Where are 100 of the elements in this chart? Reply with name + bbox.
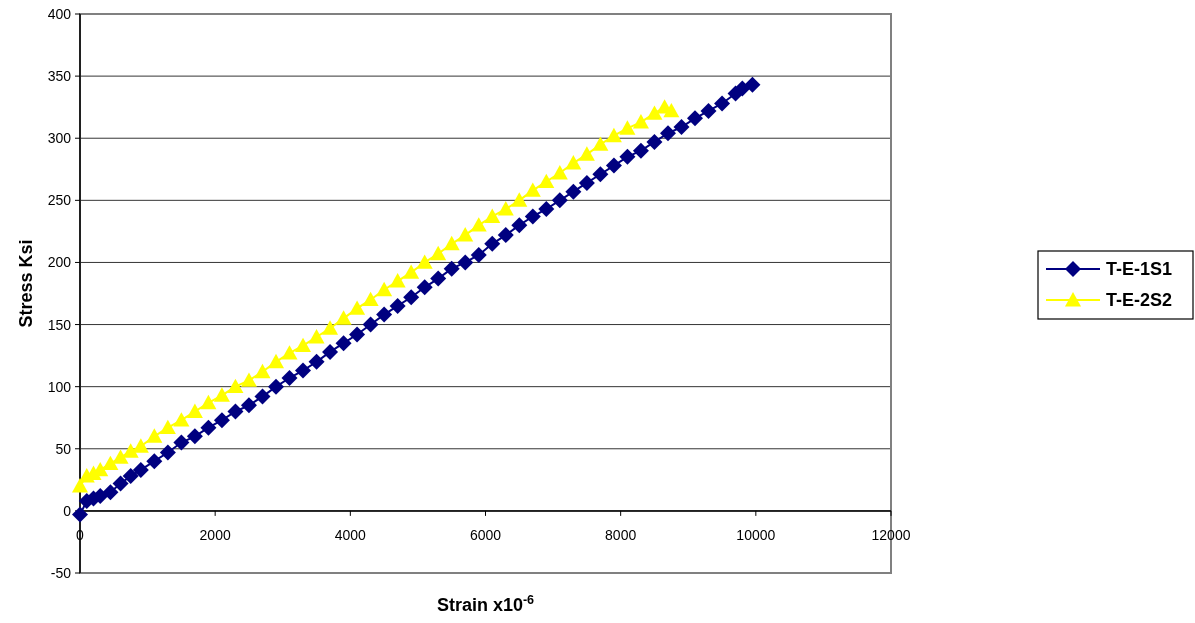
point (605, 127, 622, 143)
point (403, 289, 420, 306)
point (376, 281, 393, 297)
y-tick-label: 300 (47, 130, 72, 147)
point (511, 217, 528, 234)
point (281, 345, 298, 360)
point (605, 157, 622, 174)
x-tick-label: 6000 (469, 526, 502, 543)
point (349, 300, 366, 315)
point (734, 80, 751, 97)
point (646, 133, 663, 150)
point (524, 182, 541, 197)
point (132, 461, 149, 478)
point (646, 105, 663, 120)
x-tick-label: 10000 (736, 526, 776, 543)
point (281, 369, 298, 386)
point (240, 397, 257, 414)
point (322, 320, 339, 335)
point (632, 142, 649, 159)
point (335, 335, 352, 352)
point (687, 110, 704, 127)
point (511, 192, 528, 207)
x-tick-label: 4000 (334, 526, 367, 543)
point (524, 208, 541, 225)
point (122, 443, 139, 458)
point (430, 245, 447, 261)
point (267, 378, 284, 395)
point (322, 343, 339, 360)
point (213, 412, 230, 429)
point (484, 235, 501, 252)
y-tick-label: 400 (47, 6, 72, 22)
point (619, 120, 636, 135)
point (240, 372, 257, 387)
x-axis-title: Strain x10$^{-6}$ (436, 593, 535, 615)
point (200, 394, 217, 410)
legend-label: T-E-1S1 (1106, 259, 1173, 279)
point (551, 192, 568, 209)
point (457, 254, 474, 271)
point (538, 173, 555, 189)
point (673, 119, 690, 136)
point (173, 412, 190, 427)
point (470, 246, 487, 263)
point (744, 76, 761, 93)
point (159, 444, 176, 461)
x-tick-label: 8000 (605, 526, 637, 543)
point (416, 254, 433, 269)
point (430, 270, 447, 287)
y-tick-label: 0 (63, 502, 72, 519)
point (389, 297, 406, 314)
point (592, 166, 609, 183)
point (659, 125, 676, 142)
y-tick-label: 350 (47, 68, 72, 85)
point (551, 165, 568, 180)
point (308, 353, 325, 370)
point (335, 310, 352, 325)
point (362, 291, 379, 307)
y-tick-label: 50 (55, 440, 72, 457)
point (497, 201, 514, 216)
point (72, 506, 88, 523)
legend-label: T-E-2S2 (1106, 290, 1173, 310)
x-tick-label: 2000 (199, 526, 231, 543)
point (254, 388, 271, 405)
point (470, 217, 487, 232)
point (146, 453, 163, 470)
point (663, 102, 680, 118)
point (186, 403, 203, 418)
point (186, 428, 203, 445)
point (632, 114, 649, 129)
point (497, 227, 514, 244)
point (308, 328, 325, 344)
point (457, 227, 474, 242)
point (122, 468, 139, 485)
point (376, 306, 393, 323)
point (146, 428, 163, 443)
point (578, 174, 595, 191)
point (416, 279, 433, 296)
point (578, 146, 595, 161)
point (102, 455, 119, 471)
point (295, 362, 312, 379)
point (403, 264, 420, 279)
point (619, 148, 636, 165)
y-axis-title: Stress Ksi (16, 239, 36, 328)
point (254, 363, 271, 379)
point (173, 434, 190, 451)
y-tick-label: 150 (47, 316, 72, 333)
y-tick-label: 200 (47, 254, 72, 271)
point (484, 208, 501, 223)
point (227, 378, 244, 394)
point (227, 403, 244, 420)
point (443, 260, 460, 277)
point (267, 353, 284, 369)
point (443, 235, 460, 251)
point (112, 475, 129, 492)
point (200, 419, 217, 436)
point (112, 449, 129, 464)
point (565, 155, 582, 170)
point (159, 419, 176, 435)
point (538, 201, 555, 218)
point (592, 136, 609, 151)
point (132, 438, 149, 453)
